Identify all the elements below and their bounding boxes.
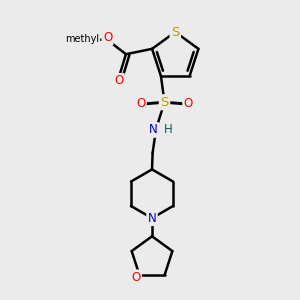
Text: O: O [184, 97, 193, 110]
Text: S: S [160, 96, 169, 109]
Text: methyl: methyl [65, 34, 99, 44]
Text: O: O [136, 97, 146, 110]
Text: H: H [164, 123, 173, 136]
Text: N: N [148, 212, 156, 225]
Text: O: O [103, 31, 112, 44]
Text: O: O [131, 271, 140, 284]
Text: O: O [114, 74, 123, 87]
Text: N: N [149, 123, 158, 136]
Text: S: S [171, 26, 179, 38]
